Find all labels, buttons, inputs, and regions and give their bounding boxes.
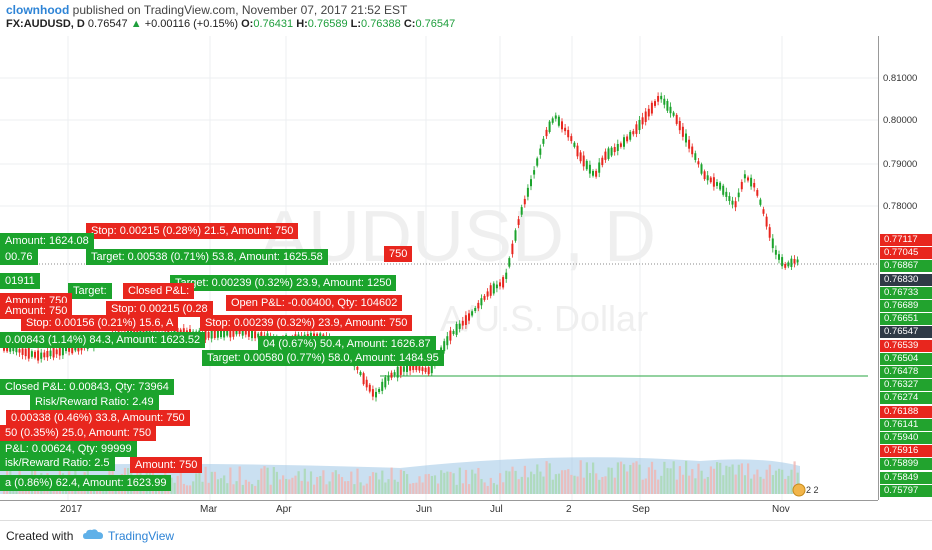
- stop-label[interactable]: Stop: 0.00239 (0.32%) 23.9, Amount: 750: [200, 315, 413, 331]
- close-label: C:: [403, 18, 416, 30]
- price-level-badge: 0.75849: [880, 471, 932, 484]
- target-label[interactable]: Risk/Reward Ratio: 2.49: [30, 394, 159, 410]
- up-arrow-icon: ▲: [130, 18, 142, 30]
- price-level-badge: 0.75940: [880, 432, 932, 444]
- price-level-badge: 0.76689: [880, 300, 932, 312]
- target-label[interactable]: 04 (0.67%) 50.4, Amount: 1626.87: [258, 336, 436, 352]
- target-label[interactable]: Target:: [68, 283, 112, 299]
- price-level-badge: 0.75899: [880, 458, 932, 471]
- last-price: 0.76547: [87, 18, 128, 30]
- high-value: 0.76589: [307, 18, 348, 30]
- target-label[interactable]: 01911: [0, 273, 40, 289]
- high-label: H:: [296, 18, 308, 30]
- price-tick-label: 0.81000: [883, 73, 918, 84]
- target-label[interactable]: Closed P&L: 0.00843, Qty: 73964: [0, 379, 174, 395]
- tradingview-link[interactable]: TradingView: [108, 529, 175, 543]
- footer: Created with TradingView: [0, 520, 932, 550]
- stop-label[interactable]: Amount: 750: [130, 457, 203, 473]
- price-level-badge: 0.76274: [880, 392, 932, 405]
- price-level-badge: 0.77045: [880, 247, 932, 260]
- target-label[interactable]: isk/Reward Ratio: 2.5: [0, 455, 115, 471]
- price-level-badge: 0.77117: [880, 234, 932, 246]
- stop-label[interactable]: 50 (0.35%) 25.0, Amount: 750: [0, 425, 157, 441]
- ohlc-line: FX:AUDUSD, D 0.76547 ▲ +0.00116 (+0.15%)…: [6, 18, 455, 30]
- tradingview-cloud-icon[interactable]: [82, 528, 104, 547]
- published-text: published on TradingView.com, November 0…: [72, 3, 408, 17]
- price-level-badge: 0.76327: [880, 379, 932, 392]
- price-level-badge: 0.76867: [880, 260, 932, 273]
- created-with-text: Created with: [6, 529, 74, 543]
- target-label[interactable]: 0.00843 (1.14%) 84.3, Amount: 1623.52: [0, 332, 206, 348]
- stop-label[interactable]: 750: [384, 246, 413, 262]
- close-value: 0.76547: [415, 18, 456, 30]
- price-level-badge: 0.76539: [880, 339, 932, 352]
- chart-area[interactable]: AUDUSD, D A/U.S. Dollar Stop: 0.00215 (0…: [0, 36, 932, 500]
- price-level-badge: 0.76830: [880, 273, 932, 286]
- price-change: +0.00116 (+0.15%): [144, 18, 239, 30]
- target-label[interactable]: Amount: 1624.08: [0, 233, 94, 249]
- time-axis-label: Jun: [416, 504, 433, 515]
- target-label[interactable]: P&L: 0.00624, Qty: 99999: [0, 441, 137, 457]
- price-tick-label: 0.79000: [883, 159, 918, 170]
- open-value: 0.76431: [253, 18, 294, 30]
- time-axis-label: Mar: [200, 504, 218, 515]
- price-level-badge: 0.75797: [880, 484, 932, 497]
- price-level-badge: 0.75916: [880, 445, 932, 458]
- price-level-badge: 0.76141: [880, 418, 932, 431]
- stop-label[interactable]: Stop: 0.00156 (0.21%) 15.6, A: [21, 315, 179, 331]
- target-label[interactable]: Target: 0.00580 (0.77%) 58.0, Amount: 14…: [202, 350, 444, 366]
- scroll-to-realtime-icon[interactable]: 2 2: [790, 481, 820, 499]
- time-axis-label: 2: [566, 504, 572, 515]
- plot-pane[interactable]: AUDUSD, D A/U.S. Dollar Stop: 0.00215 (0…: [0, 36, 878, 500]
- time-axis-label: Nov: [772, 504, 790, 515]
- price-level-badge: 0.76478: [880, 366, 932, 378]
- price-level-badge: 0.76733: [880, 286, 932, 299]
- svg-text:2 2: 2 2: [806, 485, 819, 495]
- time-axis-label: 2017: [60, 504, 83, 515]
- stop-label[interactable]: Closed P&L:: [123, 283, 195, 299]
- price-scale[interactable]: 0.81000 0.80000 0.79000 0.78000 0.77117 0.77…: [878, 36, 932, 500]
- publish-line: clownhood published on TradingView.com, …: [6, 3, 407, 17]
- target-label[interactable]: 00.76: [0, 249, 38, 265]
- author-link[interactable]: clownhood: [6, 3, 70, 17]
- watermark-description: A/U.S. Dollar: [440, 298, 649, 339]
- stop-label[interactable]: Stop: 0.00215 (0.28%) 21.5, Amount: 750: [86, 223, 299, 239]
- target-label[interactable]: Target: 0.00538 (0.71%) 53.8, Amount: 16…: [86, 249, 328, 265]
- price-level-badge: 0.76547: [880, 326, 932, 339]
- symbol-label[interactable]: FX:AUDUSD, D: [6, 18, 85, 30]
- target-label[interactable]: Target: 0.00239 (0.32%) 23.9, Amount: 12…: [170, 275, 397, 291]
- stop-label[interactable]: Stop: 0.00215 (0.28: [106, 301, 213, 317]
- time-axis-label: Jul: [490, 504, 503, 515]
- price-level-badge: 0.76188: [880, 405, 932, 418]
- stop-label[interactable]: Open P&L: -0.00400, Qty: 104602: [226, 295, 403, 311]
- price-level-badge: 0.76504: [880, 352, 932, 365]
- price-tick-label: 0.78000: [883, 201, 918, 212]
- open-label: O:: [241, 18, 254, 30]
- target-label[interactable]: a (0.86%) 62.4, Amount: 1623.99: [0, 475, 172, 491]
- time-axis[interactable]: 2017 Mar Apr Jun Jul 2 Sep Nov: [0, 500, 878, 518]
- time-axis-label: Apr: [276, 504, 292, 515]
- price-tick-label: 0.80000: [883, 115, 918, 126]
- price-level-badge: 0.76651: [880, 313, 932, 326]
- low-value: 0.76388: [361, 18, 401, 30]
- time-axis-label: Sep: [632, 504, 650, 515]
- stop-label[interactable]: 0.00338 (0.46%) 33.8, Amount: 750: [6, 410, 190, 426]
- low-label: L:: [350, 18, 362, 30]
